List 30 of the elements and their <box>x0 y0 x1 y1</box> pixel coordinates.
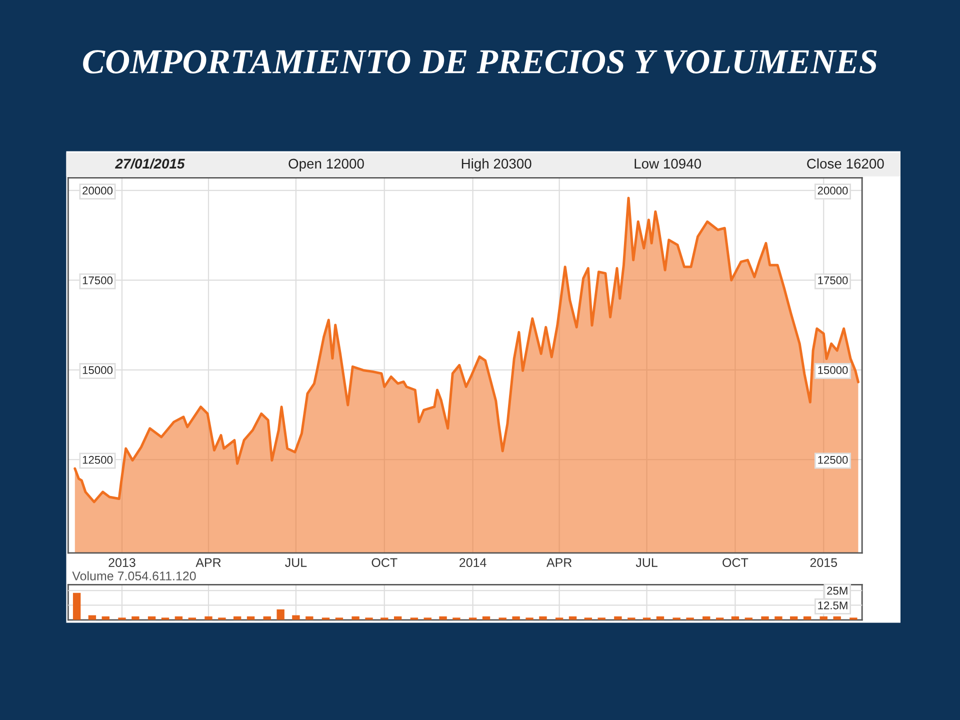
x-tick-label: JUL <box>636 558 658 568</box>
y2-tick-label: 20000 <box>818 186 848 195</box>
x-tick-label: 2013 <box>108 558 136 568</box>
x-tick-label: OCT <box>372 558 398 568</box>
chart-title: COMPORTAMIENTO DE PRECIOS Y VOLUMENES <box>83 50 877 74</box>
y2-tick-label: 15000 <box>818 366 848 374</box>
text: Close 16200 <box>807 158 884 169</box>
y-tick-label: 15000 <box>82 366 113 374</box>
text: Low 10940 <box>634 158 702 169</box>
bar <box>72 592 81 620</box>
y2-tick-label: 12.5M <box>818 601 848 610</box>
y-tick-label: 12500 <box>82 456 113 464</box>
x-tick-label: 2014 <box>460 558 486 568</box>
y2-tick-label: 25M <box>827 586 848 595</box>
chart-title: Volume 7.054.611.120 <box>72 571 196 580</box>
text: Open 12000 <box>288 158 364 172</box>
bar <box>292 615 300 620</box>
y-tick-label: 20000 <box>82 186 113 195</box>
y2-tick-label: 17500 <box>818 276 848 284</box>
x-tick-label: OCT <box>722 558 748 568</box>
x-tick-label: JUL <box>285 558 307 568</box>
y2-tick-label: 12500 <box>818 456 848 464</box>
text: High 20300 <box>462 158 532 172</box>
x-tick-label: APR <box>196 558 221 567</box>
text: 27/01/2015 <box>114 158 185 169</box>
x-tick-label: 2015 <box>810 558 838 568</box>
y-tick-label: 17500 <box>82 276 113 284</box>
x-tick-label: APR <box>546 558 572 567</box>
bar <box>88 615 96 620</box>
bar <box>276 609 284 620</box>
